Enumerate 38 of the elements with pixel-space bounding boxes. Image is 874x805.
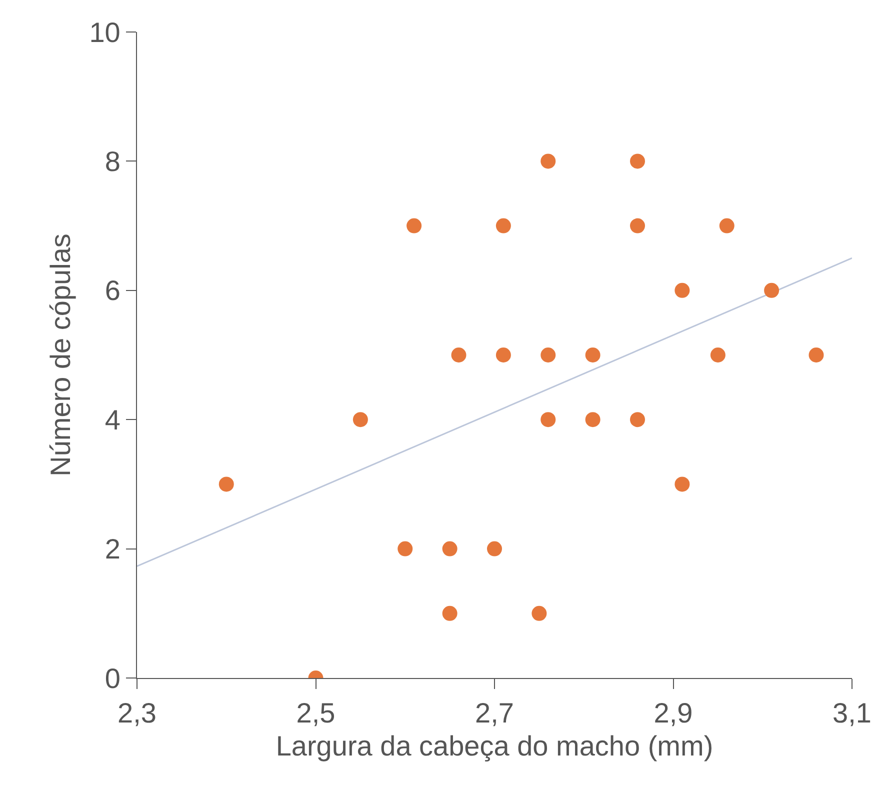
x-axis-title: Largura da cabeça do macho (mm): [276, 730, 714, 762]
point: [764, 282, 780, 298]
y-tick-label: 8: [104, 146, 120, 177]
y-tick-label: 4: [104, 404, 120, 436]
point: [710, 348, 726, 362]
y-tick-label: 0: [104, 662, 120, 694]
point: [630, 412, 645, 428]
point: [585, 412, 600, 428]
point: [540, 348, 556, 362]
y-tick-label: 2: [104, 534, 120, 565]
point: [719, 218, 734, 234]
point: [630, 218, 645, 234]
y-axis-title: Número de cópulas: [44, 234, 76, 476]
point: [540, 412, 556, 428]
point: [585, 348, 600, 362]
point: [496, 218, 511, 234]
point: [442, 541, 458, 556]
point: [218, 476, 234, 492]
point: [674, 476, 690, 492]
point: [540, 154, 556, 169]
point: [808, 348, 824, 362]
x-tick-label: 2,9: [654, 698, 693, 729]
point: [406, 218, 422, 234]
point: [674, 282, 690, 298]
point: [532, 606, 547, 621]
point: [487, 541, 502, 556]
point: [630, 154, 645, 169]
x-tick-label: 2,7: [475, 698, 514, 729]
y-tick-label: 10: [89, 16, 120, 48]
y-tick-label: 6: [104, 275, 120, 306]
x-tick-label: 2,5: [296, 698, 336, 729]
x-tick-label: 2,3: [118, 698, 156, 729]
point: [442, 606, 458, 621]
point: [352, 412, 368, 428]
point: [398, 541, 413, 556]
point: [451, 348, 466, 362]
x-tick-label: 3,1: [832, 698, 872, 729]
point: [496, 348, 511, 362]
